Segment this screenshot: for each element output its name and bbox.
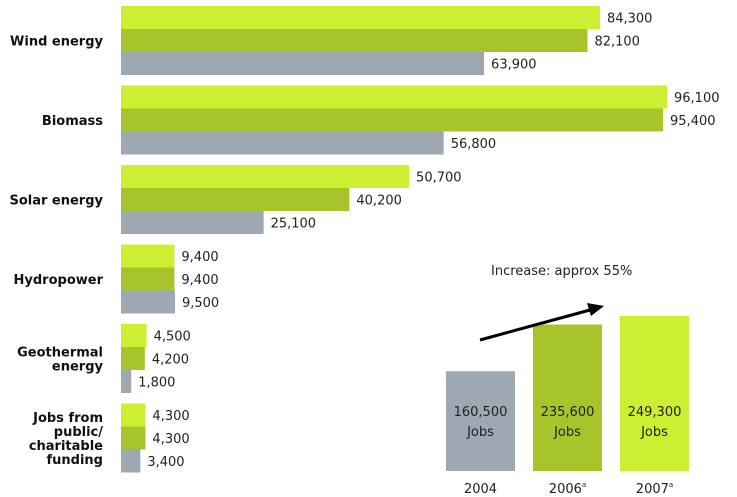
year-label-2007: 2007a <box>636 481 673 497</box>
sector-bar-chart: Wind energy 84,300 82,100 63,900 Biomass 96,1… <box>9 6 720 473</box>
bar-value-jobs-from-public-charitable-funding-2007: 4,300 <box>152 409 189 424</box>
bar-value-geothermal-energy-2004: 1,800 <box>138 376 175 391</box>
bar-value-wind-energy-2006: 82,100 <box>594 35 640 50</box>
bar-value-biomass-2004: 56,800 <box>451 137 497 152</box>
category-label-biomass: Biomass <box>42 114 103 129</box>
bar-value-solar-energy-2007: 50,700 <box>416 171 462 186</box>
increase-annotation: Increase: approx 55% <box>491 264 632 279</box>
category-label-wind-energy: Wind energy <box>10 35 103 50</box>
bar-biomass-2004 <box>121 131 444 155</box>
bar-jobs-from-public-charitable-funding-2006 <box>121 426 146 450</box>
footnote-mark: a <box>669 481 673 489</box>
bar-jobs-from-public-charitable-funding-2007 <box>121 403 146 427</box>
bar-value-hydropower-2004: 9,500 <box>182 296 219 311</box>
bar-wind-energy-2007 <box>121 6 600 29</box>
total-unit-2007: Jobs <box>640 425 668 440</box>
year-label-2004: 2004 <box>464 482 497 497</box>
category-label-line: Geothermal <box>17 346 103 361</box>
category-label-hydropower: Hydropower <box>14 273 104 288</box>
bar-solar-energy-2004 <box>121 211 264 234</box>
bar-value-hydropower-2006: 9,400 <box>181 273 218 288</box>
bar-value-hydropower-2007: 9,400 <box>181 250 218 265</box>
category-label-line: charitable <box>29 439 103 454</box>
footnote-mark: a <box>582 481 586 489</box>
total-bar-2006 <box>533 324 602 471</box>
bar-geothermal-energy-2006 <box>121 347 145 370</box>
category-label-line: Wind energy <box>10 35 103 50</box>
category-label-line: Biomass <box>42 114 103 129</box>
category-label-solar-energy: Solar energy <box>9 194 103 209</box>
bar-geothermal-energy-2007 <box>121 324 147 347</box>
bar-value-geothermal-energy-2006: 4,200 <box>152 353 189 368</box>
bar-solar-energy-2007 <box>121 165 410 188</box>
bar-jobs-from-public-charitable-funding-2004 <box>121 449 141 473</box>
bar-hydropower-2007 <box>121 244 175 268</box>
bar-wind-energy-2006 <box>121 29 588 52</box>
total-unit-2004: Jobs <box>466 425 494 440</box>
bar-value-solar-energy-2006: 40,200 <box>356 194 402 209</box>
total-value-2006: 235,600 <box>541 405 595 420</box>
total-unit-2006: Jobs <box>553 425 581 440</box>
category-label-jobs-from-public-charitable-funding: Jobs from public/charitable funding <box>29 411 103 468</box>
category-label-line: Hydropower <box>14 273 104 288</box>
category-label-line: public/ <box>54 425 103 440</box>
total-value-2007: 249,300 <box>628 405 682 420</box>
bar-value-geothermal-energy-2007: 4,500 <box>154 330 191 345</box>
bar-hydropower-2004 <box>121 290 175 314</box>
bar-value-biomass-2007: 96,100 <box>674 91 720 106</box>
bar-wind-energy-2004 <box>121 52 485 75</box>
bar-biomass-2006 <box>121 108 664 132</box>
bar-value-biomass-2006: 95,400 <box>670 114 716 129</box>
total-bar-2004 <box>446 371 515 471</box>
bar-value-jobs-from-public-charitable-funding-2006: 4,300 <box>152 432 189 447</box>
bar-geothermal-energy-2004 <box>121 370 132 393</box>
category-label-line: funding <box>47 453 104 468</box>
increase-arrow-head <box>587 303 604 316</box>
bar-value-wind-energy-2007: 84,300 <box>607 12 653 27</box>
total-bar-2007 <box>620 316 689 471</box>
category-label-line: Jobs from <box>32 411 103 426</box>
bar-solar-energy-2006 <box>121 188 350 211</box>
total-jobs-chart: 160,500 Jobs 2004 235,600 Jobs 2006a 249,300 Jo… <box>446 264 689 497</box>
increase-arrow-line <box>479 308 591 342</box>
year-label-2006: 2006a <box>549 481 586 497</box>
category-label-line: energy <box>52 360 104 375</box>
bar-value-solar-energy-2004: 25,100 <box>271 217 317 232</box>
category-label-geothermal-energy: Geothermal energy <box>17 346 103 375</box>
total-value-2004: 160,500 <box>454 405 508 420</box>
bar-value-wind-energy-2004: 63,900 <box>491 58 537 73</box>
category-label-line: Solar energy <box>9 194 103 209</box>
bar-hydropower-2006 <box>121 267 175 291</box>
bar-value-jobs-from-public-charitable-funding-2004: 3,400 <box>147 455 184 470</box>
bar-biomass-2007 <box>121 85 667 109</box>
